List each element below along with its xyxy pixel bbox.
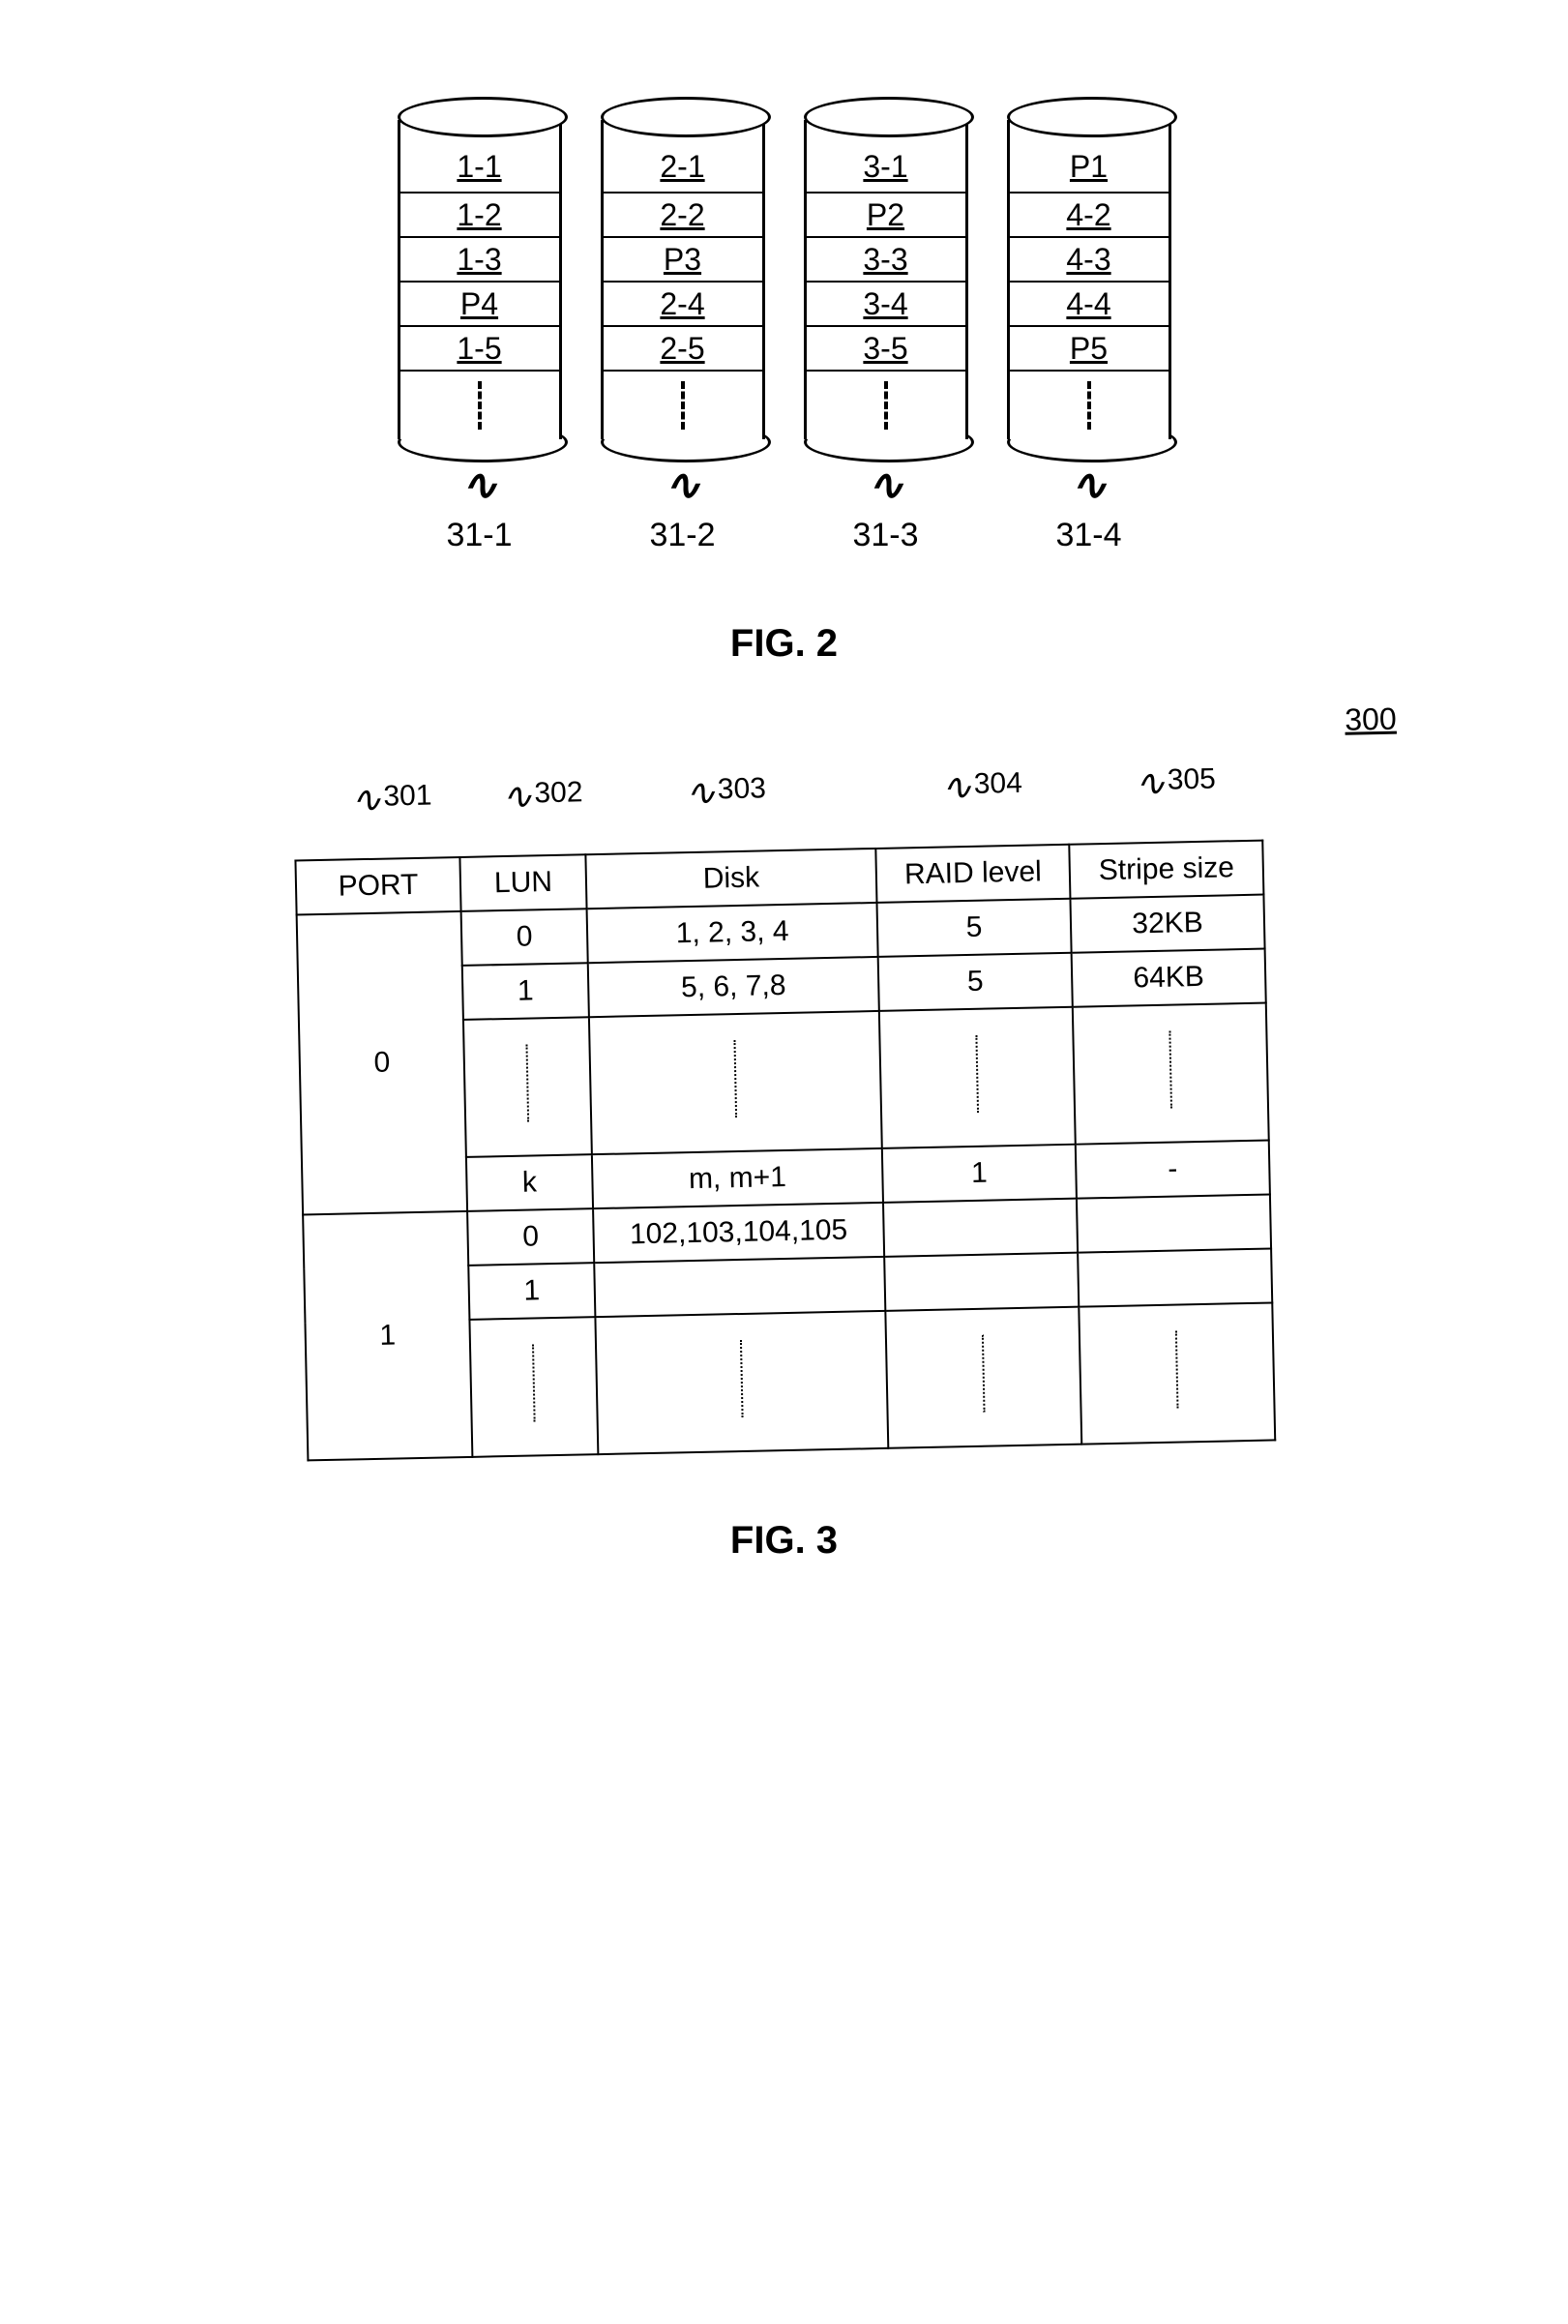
- disk-slice: 2-5: [604, 327, 762, 372]
- column-ref-number: 302: [534, 776, 583, 810]
- ellipsis-cell: [462, 1017, 591, 1157]
- column-ref-callout: ∿304: [940, 767, 1022, 802]
- lun-cell: k: [465, 1154, 592, 1211]
- disk-cell: m, m+1: [591, 1148, 882, 1208]
- disk-3: 3-1P23-33-43-5∿31-3: [804, 97, 968, 554]
- stripe-cell: 64KB: [1071, 949, 1265, 1007]
- disk-slice: P5: [1010, 327, 1169, 372]
- disk-slice-ellipsis: [807, 372, 965, 439]
- pointer-icon: ∿: [461, 464, 497, 507]
- ellipsis-cell: [885, 1307, 1081, 1448]
- disk-slice: 1-3: [400, 238, 559, 283]
- ellipsis-cell: [878, 1007, 1075, 1148]
- disk-slice: 4-3: [1010, 238, 1169, 283]
- fig3-table: PORTLUNDiskRAID levelStripe size001, 2, …: [294, 840, 1276, 1462]
- disk-cell: 5, 6, 7,8: [587, 957, 878, 1017]
- column-ref-callout: ∿302: [501, 776, 583, 811]
- ellipsis-cell: [595, 1311, 888, 1454]
- pointer-icon: ∿: [665, 464, 700, 507]
- pointer-icon: ∿: [940, 775, 971, 801]
- disk-slice: 1-5: [400, 327, 559, 372]
- raid-cell: 1: [881, 1145, 1076, 1203]
- fig3-table-wrap: 300 ∿301∿302∿303∿304∿305 PORTLUNDiskRAID…: [292, 762, 1275, 1462]
- disk-cell: [594, 1257, 885, 1317]
- ellipsis-cell: [1079, 1302, 1275, 1444]
- stripe-cell: [1078, 1248, 1272, 1306]
- lun-cell: 0: [460, 909, 587, 966]
- pointer-icon: ∿: [501, 785, 532, 811]
- raid-cell: 5: [877, 953, 1072, 1011]
- lun-cell: 1: [461, 963, 588, 1020]
- disk-slice: 3-3: [807, 238, 965, 283]
- disk-slice-ellipsis: [1010, 372, 1169, 439]
- col-header: PORT: [295, 857, 460, 915]
- lun-cell: 0: [467, 1208, 594, 1266]
- raid-cell: [882, 1199, 1077, 1257]
- lun-cell: 1: [468, 1263, 595, 1320]
- col-header: RAID level: [875, 845, 1070, 903]
- column-ref-callout: ∿303: [684, 772, 766, 807]
- disk-4: P14-24-34-4P5∿31-4: [1007, 97, 1171, 554]
- pointer-icon: ∿: [350, 788, 381, 814]
- disk-label: 31-4: [1055, 517, 1121, 554]
- stripe-cell: -: [1075, 1141, 1269, 1199]
- disk-slice: 2-2: [604, 194, 762, 238]
- fig2-disk-diagram: 1-11-21-3P41-5∿31-12-12-2P32-42-5∿31-23-…: [398, 97, 1171, 554]
- disk-label: 31-2: [649, 517, 715, 554]
- fig3-caption: FIG. 3: [730, 1519, 838, 1563]
- disk-slice: 4-2: [1010, 194, 1169, 238]
- fig2-caption: FIG. 2: [730, 622, 838, 666]
- ellipsis-cell: [588, 1011, 881, 1154]
- ellipsis-cell: [469, 1317, 598, 1457]
- disk-label: 31-3: [852, 517, 918, 554]
- fig3-ref-number: 300: [1344, 701, 1396, 738]
- pointer-icon: ∿: [1134, 771, 1165, 797]
- ellipsis-cell: [1072, 1003, 1268, 1145]
- disk-slice: 3-4: [807, 283, 965, 327]
- disk-slice-ellipsis: [400, 372, 559, 439]
- port-cell: 0: [296, 911, 466, 1214]
- disk-slice: P2: [807, 194, 965, 238]
- pointer-icon: ∿: [868, 464, 903, 507]
- disk-slice: 3-5: [807, 327, 965, 372]
- disk-label: 31-1: [446, 517, 512, 554]
- column-ref-number: 304: [973, 767, 1022, 801]
- disk-slice: 1-2: [400, 194, 559, 238]
- col-header: Disk: [585, 849, 876, 909]
- col-header: LUN: [459, 854, 586, 911]
- disk-slice: 4-4: [1010, 283, 1169, 327]
- port-cell: 1: [303, 1211, 472, 1461]
- raid-cell: [884, 1253, 1079, 1311]
- disk-slice: P3: [604, 238, 762, 283]
- disk-1: 1-11-21-3P41-5∿31-1: [398, 97, 562, 554]
- disk-slice: 2-4: [604, 283, 762, 327]
- stripe-cell: [1076, 1195, 1270, 1253]
- column-ref-number: 303: [717, 772, 766, 806]
- disk-slice: P4: [400, 283, 559, 327]
- disk-cell: 102,103,104,105: [593, 1203, 884, 1263]
- column-ref-callout: ∿305: [1134, 763, 1216, 798]
- disk-slice-ellipsis: [604, 372, 762, 439]
- pointer-icon: ∿: [1071, 464, 1107, 507]
- column-ref-callout: ∿301: [350, 780, 432, 815]
- raid-cell: 5: [876, 899, 1071, 957]
- stripe-cell: 32KB: [1070, 895, 1264, 953]
- column-ref-number: 305: [1167, 763, 1216, 797]
- disk-cell: 1, 2, 3, 4: [586, 903, 877, 963]
- col-header: Stripe size: [1069, 841, 1263, 899]
- column-ref-number: 301: [383, 780, 432, 814]
- disk-2: 2-12-2P32-42-5∿31-2: [601, 97, 765, 554]
- pointer-icon: ∿: [684, 781, 715, 807]
